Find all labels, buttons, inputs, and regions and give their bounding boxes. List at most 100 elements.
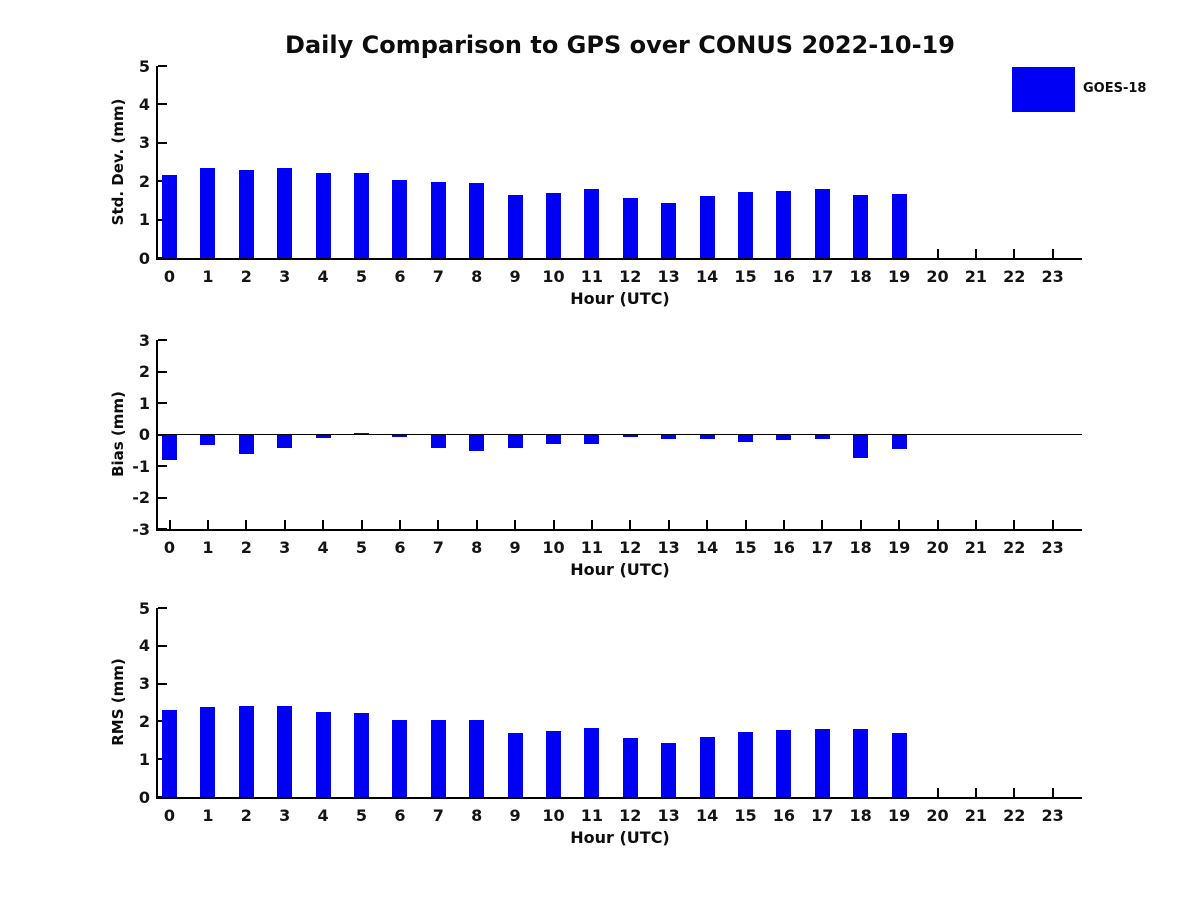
- x-tick: [1013, 520, 1016, 529]
- x-tick-label: 6: [394, 267, 406, 286]
- x-axis-label-rms: Hour (UTC): [570, 828, 670, 847]
- bar-hour-13: [661, 203, 677, 258]
- x-tick-label: 2: [240, 267, 252, 286]
- bar-hour-1: [200, 167, 216, 258]
- x-tick-label: 12: [619, 806, 642, 825]
- x-tick-label: 3: [279, 267, 291, 286]
- bar-hour-0: [162, 710, 177, 797]
- bar-hour-17: [814, 434, 830, 440]
- zero-line: [158, 434, 1082, 435]
- bar-hour-3: [277, 167, 293, 258]
- x-tick: [821, 520, 824, 529]
- bar-hour-12: [622, 434, 638, 437]
- plot-area-std-dev: 0 1 2 3 4 5 0 1 2 3 4 5 6 7 8 9 10 11 12 13 14 15 16 17 18 19 20 21…: [139, 57, 1082, 286]
- x-tick: [398, 249, 401, 258]
- x-tick: [245, 249, 248, 258]
- x-tick-label: 12: [619, 267, 642, 286]
- bar-hour-12: [622, 738, 638, 797]
- bar-hour-7: [430, 434, 446, 449]
- x-tick: [898, 788, 901, 797]
- x-tick: [1013, 788, 1016, 797]
- bar-hour-10: [546, 730, 561, 797]
- bar-hour-14: [699, 737, 715, 797]
- x-tick-label: 5: [355, 538, 368, 557]
- x-tick-label: 8: [471, 267, 483, 286]
- bar-hour-18: [853, 434, 869, 459]
- x-tick-label: 1: [202, 538, 214, 557]
- y-tick: [158, 370, 167, 373]
- x-tick-label: 16: [772, 267, 796, 286]
- x-tick-label: 4: [317, 538, 329, 557]
- y-axis-line: [156, 340, 158, 531]
- x-tick: [360, 249, 363, 258]
- x-tick-label: 3: [279, 806, 291, 825]
- y-tick: [158, 65, 167, 67]
- y-tick: [158, 180, 167, 183]
- bar-hour-2: [238, 434, 254, 455]
- y-tick-label: 5: [138, 598, 150, 618]
- x-tick-label: 7: [432, 267, 444, 286]
- bar-hour-11: [584, 188, 600, 258]
- y-tick-label: 5: [138, 56, 150, 76]
- x-tick-label: 19: [887, 538, 911, 557]
- x-axis-line: [156, 258, 1082, 260]
- x-tick: [552, 520, 555, 529]
- bar-hour-13: [661, 434, 677, 440]
- x-tick-label: 23: [1041, 538, 1064, 557]
- x-tick-label: 9: [509, 538, 521, 557]
- y-tick: [158, 496, 167, 499]
- chart-title: Daily Comparison to GPS over CONUS 2022-…: [285, 31, 955, 59]
- bar-hour-9: [507, 434, 523, 449]
- x-tick: [552, 788, 555, 797]
- x-tick-label: 8: [471, 538, 483, 557]
- y-tick: [158, 218, 167, 221]
- x-tick-label: 1: [202, 806, 214, 825]
- x-tick-label: 11: [580, 267, 604, 286]
- x-tick: [859, 249, 862, 258]
- bar-hour-5: [354, 713, 369, 797]
- y-tick: [158, 141, 167, 144]
- x-tick: [168, 520, 171, 529]
- bar-hour-9: [507, 195, 523, 258]
- x-tick-label: 9: [509, 267, 521, 286]
- x-tick: [437, 788, 440, 797]
- x-tick-label: 20: [926, 806, 949, 825]
- x-tick: [667, 520, 670, 529]
- bar-hour-6: [392, 179, 408, 258]
- x-tick: [590, 249, 593, 258]
- x-tick: [590, 520, 593, 529]
- x-tick-label: 21: [964, 267, 988, 286]
- plot-area-bias: -3 -2 -1 0 1 2 3 0 1 2 3 4 5 6 7 8 9 10 11 12 13 14 15 16 17 18 19…: [132, 331, 1082, 557]
- bar-hour-14: [699, 434, 715, 439]
- bar-hour-15: [738, 191, 753, 258]
- y-tick-label: 2: [138, 171, 150, 191]
- bar-hour-19: [891, 434, 907, 449]
- bar-hour-8: [469, 719, 485, 797]
- x-tick: [475, 788, 478, 797]
- x-tick-label: 5: [355, 806, 368, 825]
- y-tick: [158, 720, 167, 723]
- x-tick: [936, 249, 939, 258]
- bar-hour-19: [891, 732, 907, 797]
- plot-area-rms: 0 1 2 3 4 5 0 1 2 3 4 5 6 7 8 9 10 11 12 13 14 15 16 17 18 19 20 21…: [139, 599, 1082, 825]
- x-tick-label: 22: [1003, 806, 1026, 825]
- x-tick-label: 21: [964, 538, 988, 557]
- x-tick-label: 17: [811, 538, 834, 557]
- x-tick: [936, 520, 939, 529]
- x-tick: [744, 520, 747, 529]
- x-tick: [514, 520, 517, 529]
- bar-hour-4: [315, 711, 331, 797]
- x-tick: [821, 788, 824, 797]
- x-tick: [322, 520, 325, 529]
- y-tick-label: -1: [132, 456, 150, 476]
- x-tick-label: 5: [355, 267, 368, 286]
- bar-hour-4: [315, 434, 331, 439]
- legend-swatch-goes18: [1012, 67, 1075, 112]
- x-axis-line: [156, 797, 1082, 799]
- x-tick-label: 2: [240, 538, 252, 557]
- bar-hour-16: [776, 190, 792, 258]
